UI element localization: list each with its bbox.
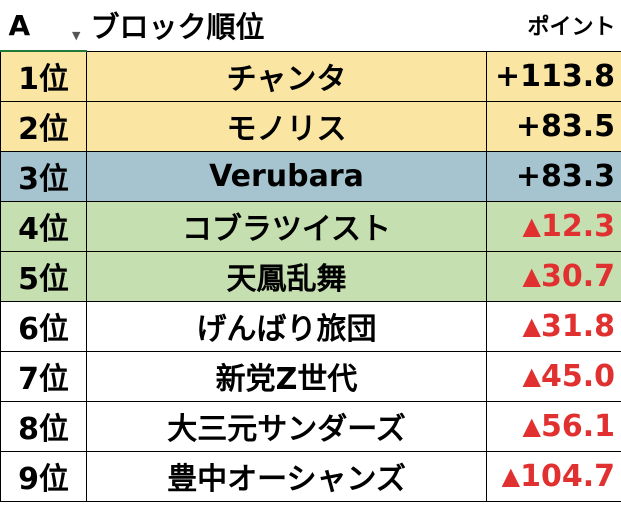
points-value: 12.3	[540, 208, 615, 244]
negative-triangle-icon: ▲	[501, 461, 521, 490]
table-row: 2位 モノリス +83.5	[0, 100, 621, 152]
negative-triangle-icon: ▲	[522, 311, 541, 340]
table-row: 3位 Verubara +83.3	[0, 150, 621, 202]
table-row: 6位 げんばり旅団 ▲31.8	[0, 300, 621, 352]
table-row: 9位 豊中オーシャンズ ▲104.7	[0, 450, 621, 502]
points-cell[interactable]: +113.8	[486, 50, 621, 102]
rank-cell[interactable]: 8位	[0, 400, 87, 452]
points-cell[interactable]: ▲45.0	[486, 350, 621, 402]
rank-cell[interactable]: 5位	[0, 250, 87, 302]
rank-cell[interactable]: 4位	[0, 200, 87, 252]
column-label: A	[8, 8, 31, 42]
points-cell[interactable]: ▲104.7	[486, 450, 621, 502]
team-name-cell[interactable]: コブラツイスト	[86, 200, 487, 252]
ranking-table: A ▼ ブロック順位 ポイント 1位 チャンタ +113.8 2位 モノリス +83.5 3…	[0, 0, 621, 502]
table-row: 7位 新党Z世代 ▲45.0	[0, 350, 621, 402]
rank-cell[interactable]: 7位	[0, 350, 87, 402]
team-name-cell[interactable]: 大三元サンダーズ	[86, 400, 487, 452]
points-value: 31.8	[540, 308, 615, 344]
negative-triangle-icon: ▲	[522, 361, 541, 390]
points-cell[interactable]: ▲31.8	[486, 300, 621, 352]
rank-cell[interactable]: 9位	[0, 450, 87, 502]
points-cell[interactable]: ▲12.3	[486, 200, 621, 252]
header-row: A ▼ ブロック順位 ポイント	[0, 0, 621, 52]
table-row: 4位 コブラツイスト ▲12.3	[0, 200, 621, 252]
team-name-cell[interactable]: チャンタ	[86, 50, 487, 102]
ranking-rows: 1位 チャンタ +113.8 2位 モノリス +83.5 3位 Verubara +83.3 4位…	[0, 50, 621, 502]
team-name-cell[interactable]: モノリス	[86, 100, 487, 152]
selected-cell-a[interactable]: A ▼	[0, 0, 87, 52]
team-name-cell[interactable]: 新党Z世代	[86, 350, 487, 402]
points-value: 104.7	[520, 458, 615, 494]
negative-triangle-icon: ▲	[522, 411, 541, 440]
team-name-cell[interactable]: 天鳳乱舞	[86, 250, 487, 302]
negative-triangle-icon: ▲	[522, 211, 541, 240]
table-title[interactable]: ブロック順位	[86, 0, 487, 52]
points-value: 45.0	[540, 358, 615, 394]
rank-cell[interactable]: 3位	[0, 150, 87, 202]
points-value: 56.1	[540, 408, 615, 444]
table-row: 5位 天鳳乱舞 ▲30.7	[0, 250, 621, 302]
team-name-cell[interactable]: Verubara	[86, 150, 487, 202]
rank-cell[interactable]: 1位	[0, 50, 87, 102]
table-row: 8位 大三元サンダーズ ▲56.1	[0, 400, 621, 452]
rank-cell[interactable]: 2位	[0, 100, 87, 152]
team-name-cell[interactable]: げんばり旅団	[86, 300, 487, 352]
points-value: 30.7	[540, 258, 615, 294]
points-cell[interactable]: +83.5	[486, 100, 621, 152]
points-cell[interactable]: ▲30.7	[486, 250, 621, 302]
team-name-cell[interactable]: 豊中オーシャンズ	[86, 450, 487, 502]
points-cell[interactable]: ▲56.1	[486, 400, 621, 452]
table-row: 1位 チャンタ +113.8	[0, 50, 621, 102]
points-cell[interactable]: +83.3	[486, 150, 621, 202]
dropdown-arrow-icon[interactable]: ▼	[72, 29, 81, 42]
rank-cell[interactable]: 6位	[0, 300, 87, 352]
negative-triangle-icon: ▲	[522, 261, 541, 290]
points-header[interactable]: ポイント	[486, 0, 621, 52]
